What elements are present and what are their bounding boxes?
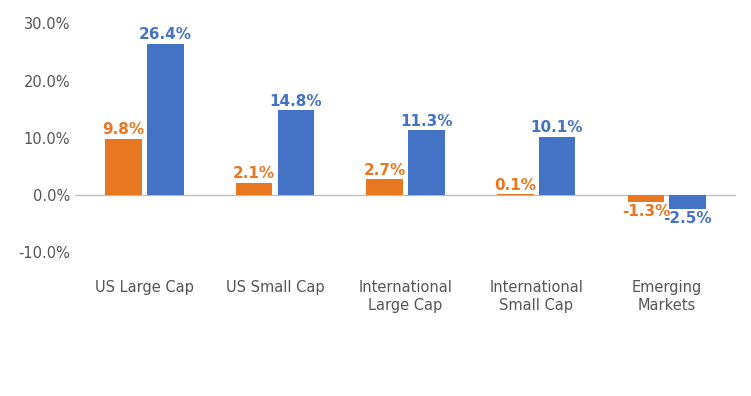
Bar (236, 183, 273, 195)
Bar (497, 194, 533, 195)
Bar (147, 44, 183, 195)
Text: 0.1%: 0.1% (494, 178, 536, 192)
Text: 14.8%: 14.8% (270, 93, 322, 109)
Text: 26.4%: 26.4% (139, 27, 192, 42)
Text: 11.3%: 11.3% (400, 114, 453, 129)
Text: 10.1%: 10.1% (531, 120, 584, 135)
Bar (278, 110, 314, 195)
Text: 2.1%: 2.1% (233, 166, 275, 181)
Bar (628, 195, 664, 202)
Text: -1.3%: -1.3% (622, 204, 670, 219)
Text: 2.7%: 2.7% (363, 163, 406, 178)
Bar (538, 137, 575, 195)
Bar (408, 130, 445, 195)
Bar (669, 195, 706, 209)
Bar (366, 179, 403, 195)
Text: -2.5%: -2.5% (663, 211, 712, 226)
Bar (105, 139, 142, 195)
Text: 9.8%: 9.8% (102, 122, 144, 137)
